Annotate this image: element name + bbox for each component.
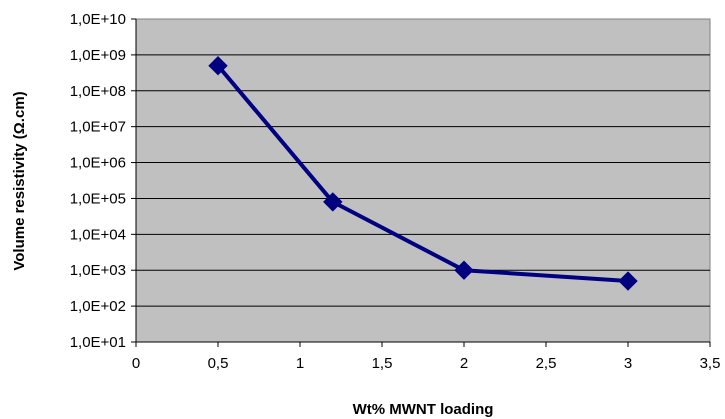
series-line bbox=[216, 64, 629, 283]
x-tick-label: 3,5 bbox=[700, 355, 721, 372]
x-axis-title: Wt% MWNT loading bbox=[353, 401, 494, 418]
y-tick-label: 1,0E+07 bbox=[70, 119, 126, 136]
y-tick-label: 1,0E+06 bbox=[70, 155, 126, 172]
y-tick-label: 1,0E+03 bbox=[70, 262, 126, 279]
data-point-marker bbox=[618, 271, 638, 291]
y-tick-label: 1,0E+09 bbox=[70, 47, 126, 64]
x-tick-label: 3 bbox=[624, 355, 632, 372]
plot-area bbox=[135, 18, 711, 343]
data-point-marker bbox=[454, 260, 474, 280]
x-tick-label: 1 bbox=[296, 355, 304, 372]
x-tick-label: 2 bbox=[460, 355, 468, 372]
grid-lines bbox=[136, 54, 710, 307]
y-tick-label: 1,0E+10 bbox=[70, 11, 126, 28]
x-tick-label: 2,5 bbox=[536, 355, 557, 372]
y-tick-label: 1,0E+08 bbox=[70, 83, 126, 100]
data-point-marker bbox=[208, 55, 228, 76]
x-tick-label: 1,5 bbox=[372, 355, 393, 372]
y-tick-label: 1,0E+04 bbox=[70, 226, 126, 243]
x-tick-labels: 0 0,5 1 1,5 2 2,5 3 3,5 bbox=[132, 355, 721, 372]
x-tick-label: 0 bbox=[132, 355, 140, 372]
y-tick-label: 1,0E+01 bbox=[70, 334, 126, 351]
y-axis-title: Volume resistivity (Ω.cm) bbox=[11, 91, 28, 270]
y-tick-label: 1,0E+02 bbox=[70, 298, 126, 315]
x-tick-label: 0,5 bbox=[208, 355, 229, 372]
data-point-marker bbox=[323, 192, 343, 212]
series bbox=[208, 55, 638, 291]
y-tick-label: 1,0E+05 bbox=[70, 190, 126, 207]
axes bbox=[131, 18, 711, 347]
y-tick-labels: 1,0E+01 1,0E+02 1,0E+03 1,0E+04 1,0E+05 1,0E+… bbox=[70, 11, 126, 351]
